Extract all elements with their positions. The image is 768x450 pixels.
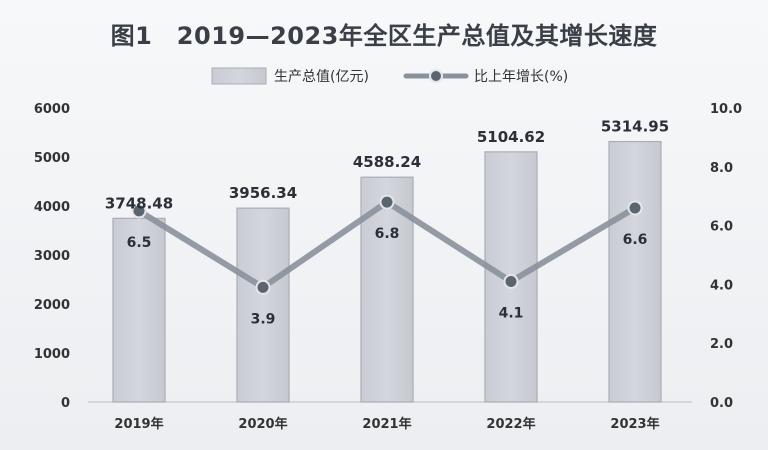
- growth-value-label-3: 4.1: [499, 305, 524, 321]
- growth-value-label-2: 6.8: [375, 226, 400, 242]
- chart-title: 图1 2019—2023年全区生产总值及其增长速度: [110, 22, 658, 50]
- growth-point-0: [131, 203, 147, 219]
- bar-4: [608, 140, 662, 403]
- y-left-tick-6: 6000: [34, 102, 70, 117]
- growth-value-label-4: 6.6: [623, 232, 648, 248]
- growth-point-4: [627, 200, 643, 216]
- bar-value-label-4: 5314.95: [601, 118, 669, 136]
- y-right-tick-4: 8.0: [710, 161, 733, 176]
- growth-point-3: [503, 273, 519, 289]
- bar-value-label-1: 3956.34: [229, 184, 297, 202]
- x-tick-2: 2021年: [362, 416, 411, 432]
- legend-bar-label: 生产总值(亿元): [274, 69, 369, 85]
- bar-value-label-3: 5104.62: [477, 128, 545, 146]
- y-left-tick-5: 5000: [34, 151, 70, 166]
- legend-bar-swatch: [211, 67, 267, 85]
- growth-value-label-1: 3.9: [251, 311, 276, 327]
- x-tick-0: 2019年: [114, 416, 163, 432]
- bar-value-label-0: 3748.48: [105, 194, 173, 212]
- y-right-tick-1: 2.0: [710, 337, 733, 352]
- y-right-tick-5: 10.0: [710, 102, 742, 117]
- growth-value-label-0: 6.5: [127, 235, 152, 251]
- y-left-tick-1: 1000: [34, 347, 70, 362]
- x-tick-4: 2023年: [610, 416, 659, 432]
- y-right-tick-0: 0.0: [710, 396, 733, 411]
- y-left-tick-2: 2000: [34, 298, 70, 313]
- legend-line-marker: [429, 69, 443, 83]
- y-right-tick-2: 4.0: [710, 278, 733, 293]
- x-tick-1: 2020年: [238, 416, 287, 432]
- y-right-tick-3: 6.0: [710, 220, 733, 235]
- bar-0: [112, 217, 166, 403]
- y-left-tick-3: 3000: [34, 249, 70, 264]
- legend-line-label: 比上年增长(%): [474, 69, 568, 85]
- y-left-tick-0: 0: [61, 396, 70, 411]
- growth-point-2: [379, 194, 395, 210]
- x-tick-3: 2022年: [486, 416, 535, 432]
- bar-1: [236, 207, 290, 403]
- growth-point-1: [255, 279, 271, 295]
- y-left-tick-4: 4000: [34, 200, 70, 215]
- bar-value-label-2: 4588.24: [353, 153, 421, 171]
